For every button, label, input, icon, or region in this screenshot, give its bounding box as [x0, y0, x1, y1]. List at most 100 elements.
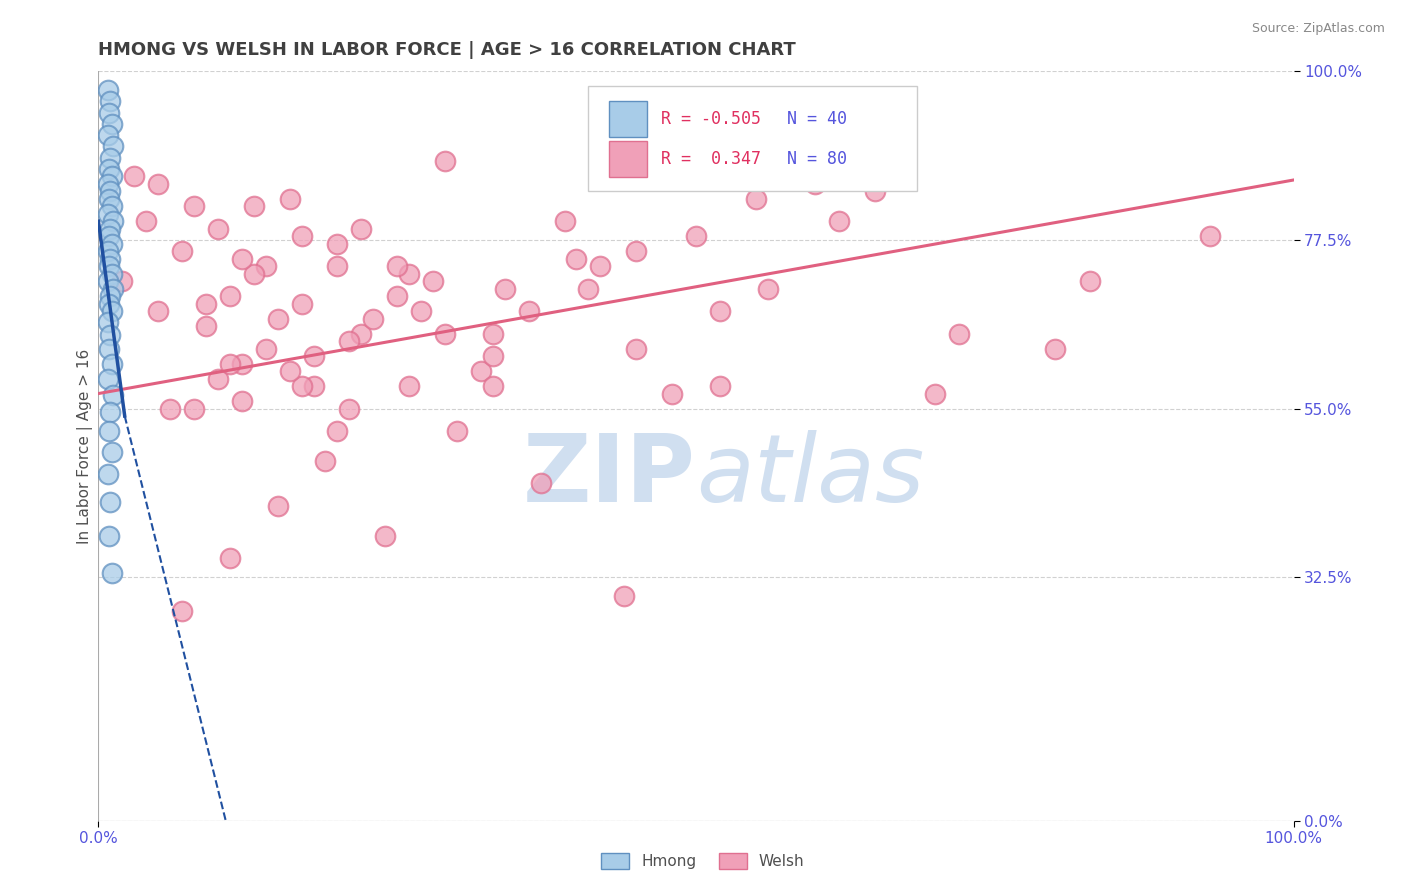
- Point: [804, 177, 827, 191]
- Point: [101, 282, 124, 296]
- Point: [254, 342, 277, 356]
- Point: [101, 214, 124, 228]
- Point: [172, 604, 194, 618]
- Point: [100, 267, 122, 281]
- Point: [1199, 229, 1222, 244]
- Point: [219, 289, 242, 303]
- Point: [98, 342, 121, 356]
- Point: [626, 244, 648, 259]
- Point: [97, 244, 120, 259]
- Point: [172, 244, 194, 259]
- Text: HMONG VS WELSH IN LABOR FORCE | AGE > 16 CORRELATION CHART: HMONG VS WELSH IN LABOR FORCE | AGE > 16…: [98, 41, 796, 59]
- Point: [231, 357, 253, 371]
- Point: [98, 221, 122, 235]
- Point: [98, 529, 121, 543]
- Point: [350, 221, 373, 235]
- Point: [661, 386, 683, 401]
- Point: [98, 95, 122, 109]
- Point: [98, 151, 122, 165]
- Point: [231, 394, 253, 409]
- Point: [745, 192, 768, 206]
- Point: [709, 304, 731, 318]
- Point: [494, 282, 516, 296]
- Point: [398, 267, 420, 281]
- Y-axis label: In Labor Force | Age > 16: In Labor Force | Age > 16: [77, 349, 93, 543]
- Point: [326, 236, 349, 251]
- Point: [97, 467, 120, 482]
- Point: [481, 349, 505, 363]
- Point: [470, 364, 492, 378]
- Point: [530, 476, 553, 491]
- Point: [613, 589, 636, 603]
- Point: [98, 405, 122, 419]
- Legend: Hmong, Welsh: Hmong, Welsh: [595, 847, 811, 875]
- Point: [446, 424, 468, 438]
- Point: [135, 214, 157, 228]
- Point: [302, 349, 325, 363]
- Point: [434, 326, 457, 341]
- Point: [267, 499, 290, 513]
- Point: [865, 184, 887, 198]
- Point: [828, 214, 851, 228]
- Point: [339, 334, 361, 348]
- Point: [100, 236, 122, 251]
- Point: [100, 357, 122, 371]
- Point: [385, 289, 409, 303]
- Point: [219, 551, 242, 566]
- FancyBboxPatch shape: [609, 101, 647, 136]
- Point: [948, 326, 970, 341]
- Point: [398, 379, 420, 393]
- Point: [1043, 342, 1066, 356]
- Point: [183, 199, 205, 213]
- Point: [100, 445, 122, 459]
- Point: [411, 304, 433, 318]
- Point: [101, 139, 124, 153]
- Point: [481, 326, 505, 341]
- Point: [315, 454, 337, 468]
- Point: [98, 289, 122, 303]
- Point: [97, 371, 120, 385]
- Point: [100, 304, 122, 318]
- Point: [148, 177, 170, 191]
- Point: [434, 154, 457, 169]
- Point: [554, 214, 576, 228]
- Point: [148, 304, 170, 318]
- Point: [100, 566, 122, 581]
- Point: [219, 357, 242, 371]
- Point: [98, 296, 121, 310]
- Point: [565, 252, 588, 266]
- Point: [254, 259, 277, 273]
- Text: ZIP: ZIP: [523, 430, 696, 522]
- Text: R = -0.505: R = -0.505: [661, 110, 761, 128]
- Point: [481, 379, 505, 393]
- Point: [98, 161, 121, 176]
- Point: [291, 296, 314, 310]
- FancyBboxPatch shape: [589, 87, 917, 191]
- Text: N = 80: N = 80: [787, 150, 846, 168]
- Point: [100, 199, 122, 213]
- Text: atlas: atlas: [696, 431, 924, 522]
- Point: [195, 296, 218, 310]
- Point: [98, 259, 121, 273]
- Point: [159, 401, 181, 416]
- Point: [97, 128, 120, 142]
- Point: [339, 401, 361, 416]
- Point: [422, 274, 444, 288]
- Point: [98, 328, 122, 343]
- Point: [363, 311, 385, 326]
- Point: [517, 304, 540, 318]
- FancyBboxPatch shape: [609, 141, 647, 177]
- Point: [1080, 274, 1102, 288]
- Point: [97, 207, 120, 221]
- Point: [98, 192, 121, 206]
- Point: [98, 105, 121, 120]
- Point: [98, 229, 121, 244]
- Point: [291, 229, 314, 244]
- Point: [374, 529, 396, 543]
- Point: [709, 379, 731, 393]
- Point: [101, 388, 124, 402]
- Point: [589, 259, 612, 273]
- Text: R =  0.347: R = 0.347: [661, 150, 761, 168]
- Point: [302, 379, 325, 393]
- Point: [231, 252, 253, 266]
